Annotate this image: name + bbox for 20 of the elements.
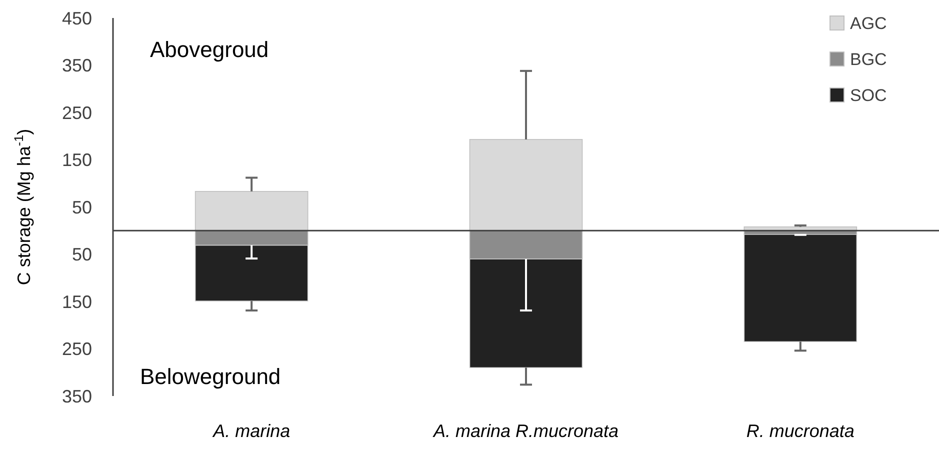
x-tick-label: A. marina R.mucronata bbox=[432, 421, 619, 441]
y-tick-label: 50 bbox=[72, 197, 92, 218]
bar bbox=[194, 244, 308, 302]
y-tick-label: 450 bbox=[62, 8, 92, 28]
legend-label: AGC bbox=[850, 14, 887, 33]
legend-label: BGC bbox=[850, 50, 887, 69]
y-tick-label: 350 bbox=[62, 56, 92, 76]
bar bbox=[744, 234, 858, 342]
x-tick-label: A. marina bbox=[212, 421, 290, 441]
bar bbox=[469, 258, 583, 368]
y-tick-label: 150 bbox=[62, 150, 92, 170]
y-tick-label: 150 bbox=[62, 292, 92, 312]
y-tick-label: 50 bbox=[72, 244, 92, 265]
legend-label: SOC bbox=[850, 86, 887, 105]
y-tick-label: 350 bbox=[62, 386, 92, 406]
annotation: Abovegroud bbox=[150, 37, 269, 62]
annotation: Beloweground bbox=[140, 364, 281, 389]
x-tick-label: R. mucronata bbox=[746, 421, 854, 441]
y-tick-label: 250 bbox=[62, 102, 92, 123]
y-tick-label: 250 bbox=[62, 339, 92, 360]
